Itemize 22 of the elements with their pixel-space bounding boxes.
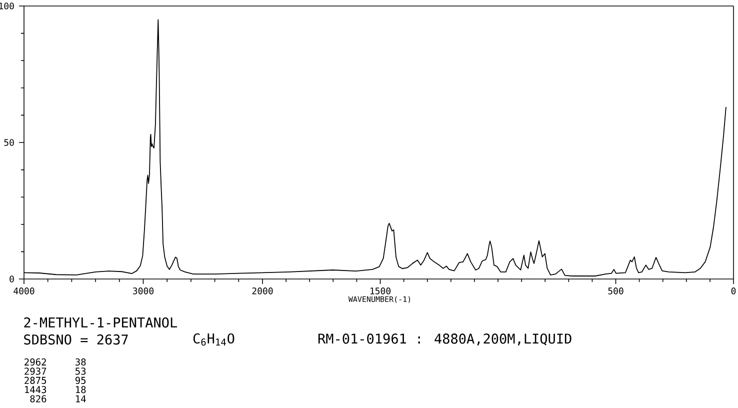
text: 18 bbox=[76, 386, 86, 394]
text: RM-01-01961 : 4880A,200M,LIQUID bbox=[318, 334, 572, 346]
text: 38 bbox=[76, 358, 86, 366]
x-tick-label: 1500 bbox=[370, 288, 390, 294]
y-tick-label: 0 bbox=[10, 276, 14, 282]
x-tick-label: 4000 bbox=[14, 288, 34, 294]
x-tick-label: 3000 bbox=[133, 288, 154, 294]
text: 53 bbox=[76, 368, 86, 375]
text: 95 bbox=[75, 376, 86, 384]
text: 1443 bbox=[25, 386, 46, 394]
y-tick-label: 50 bbox=[4, 139, 14, 146]
text: 2875 bbox=[24, 376, 46, 384]
x-tick-label: 500 bbox=[608, 288, 624, 294]
text: SDBSNO = 2637 bbox=[24, 334, 128, 345]
text: 2-METHYL-1-PENTANOL bbox=[24, 317, 177, 328]
x-tick-label: 0 bbox=[731, 288, 736, 294]
text: 826 bbox=[30, 395, 46, 402]
x-tick-label: 2000 bbox=[252, 288, 273, 294]
text: 2962 bbox=[24, 358, 46, 366]
text: 14 bbox=[76, 395, 86, 402]
text: 2937 bbox=[24, 368, 46, 375]
text: C$_{6}$H$_{14}$O bbox=[193, 333, 234, 346]
